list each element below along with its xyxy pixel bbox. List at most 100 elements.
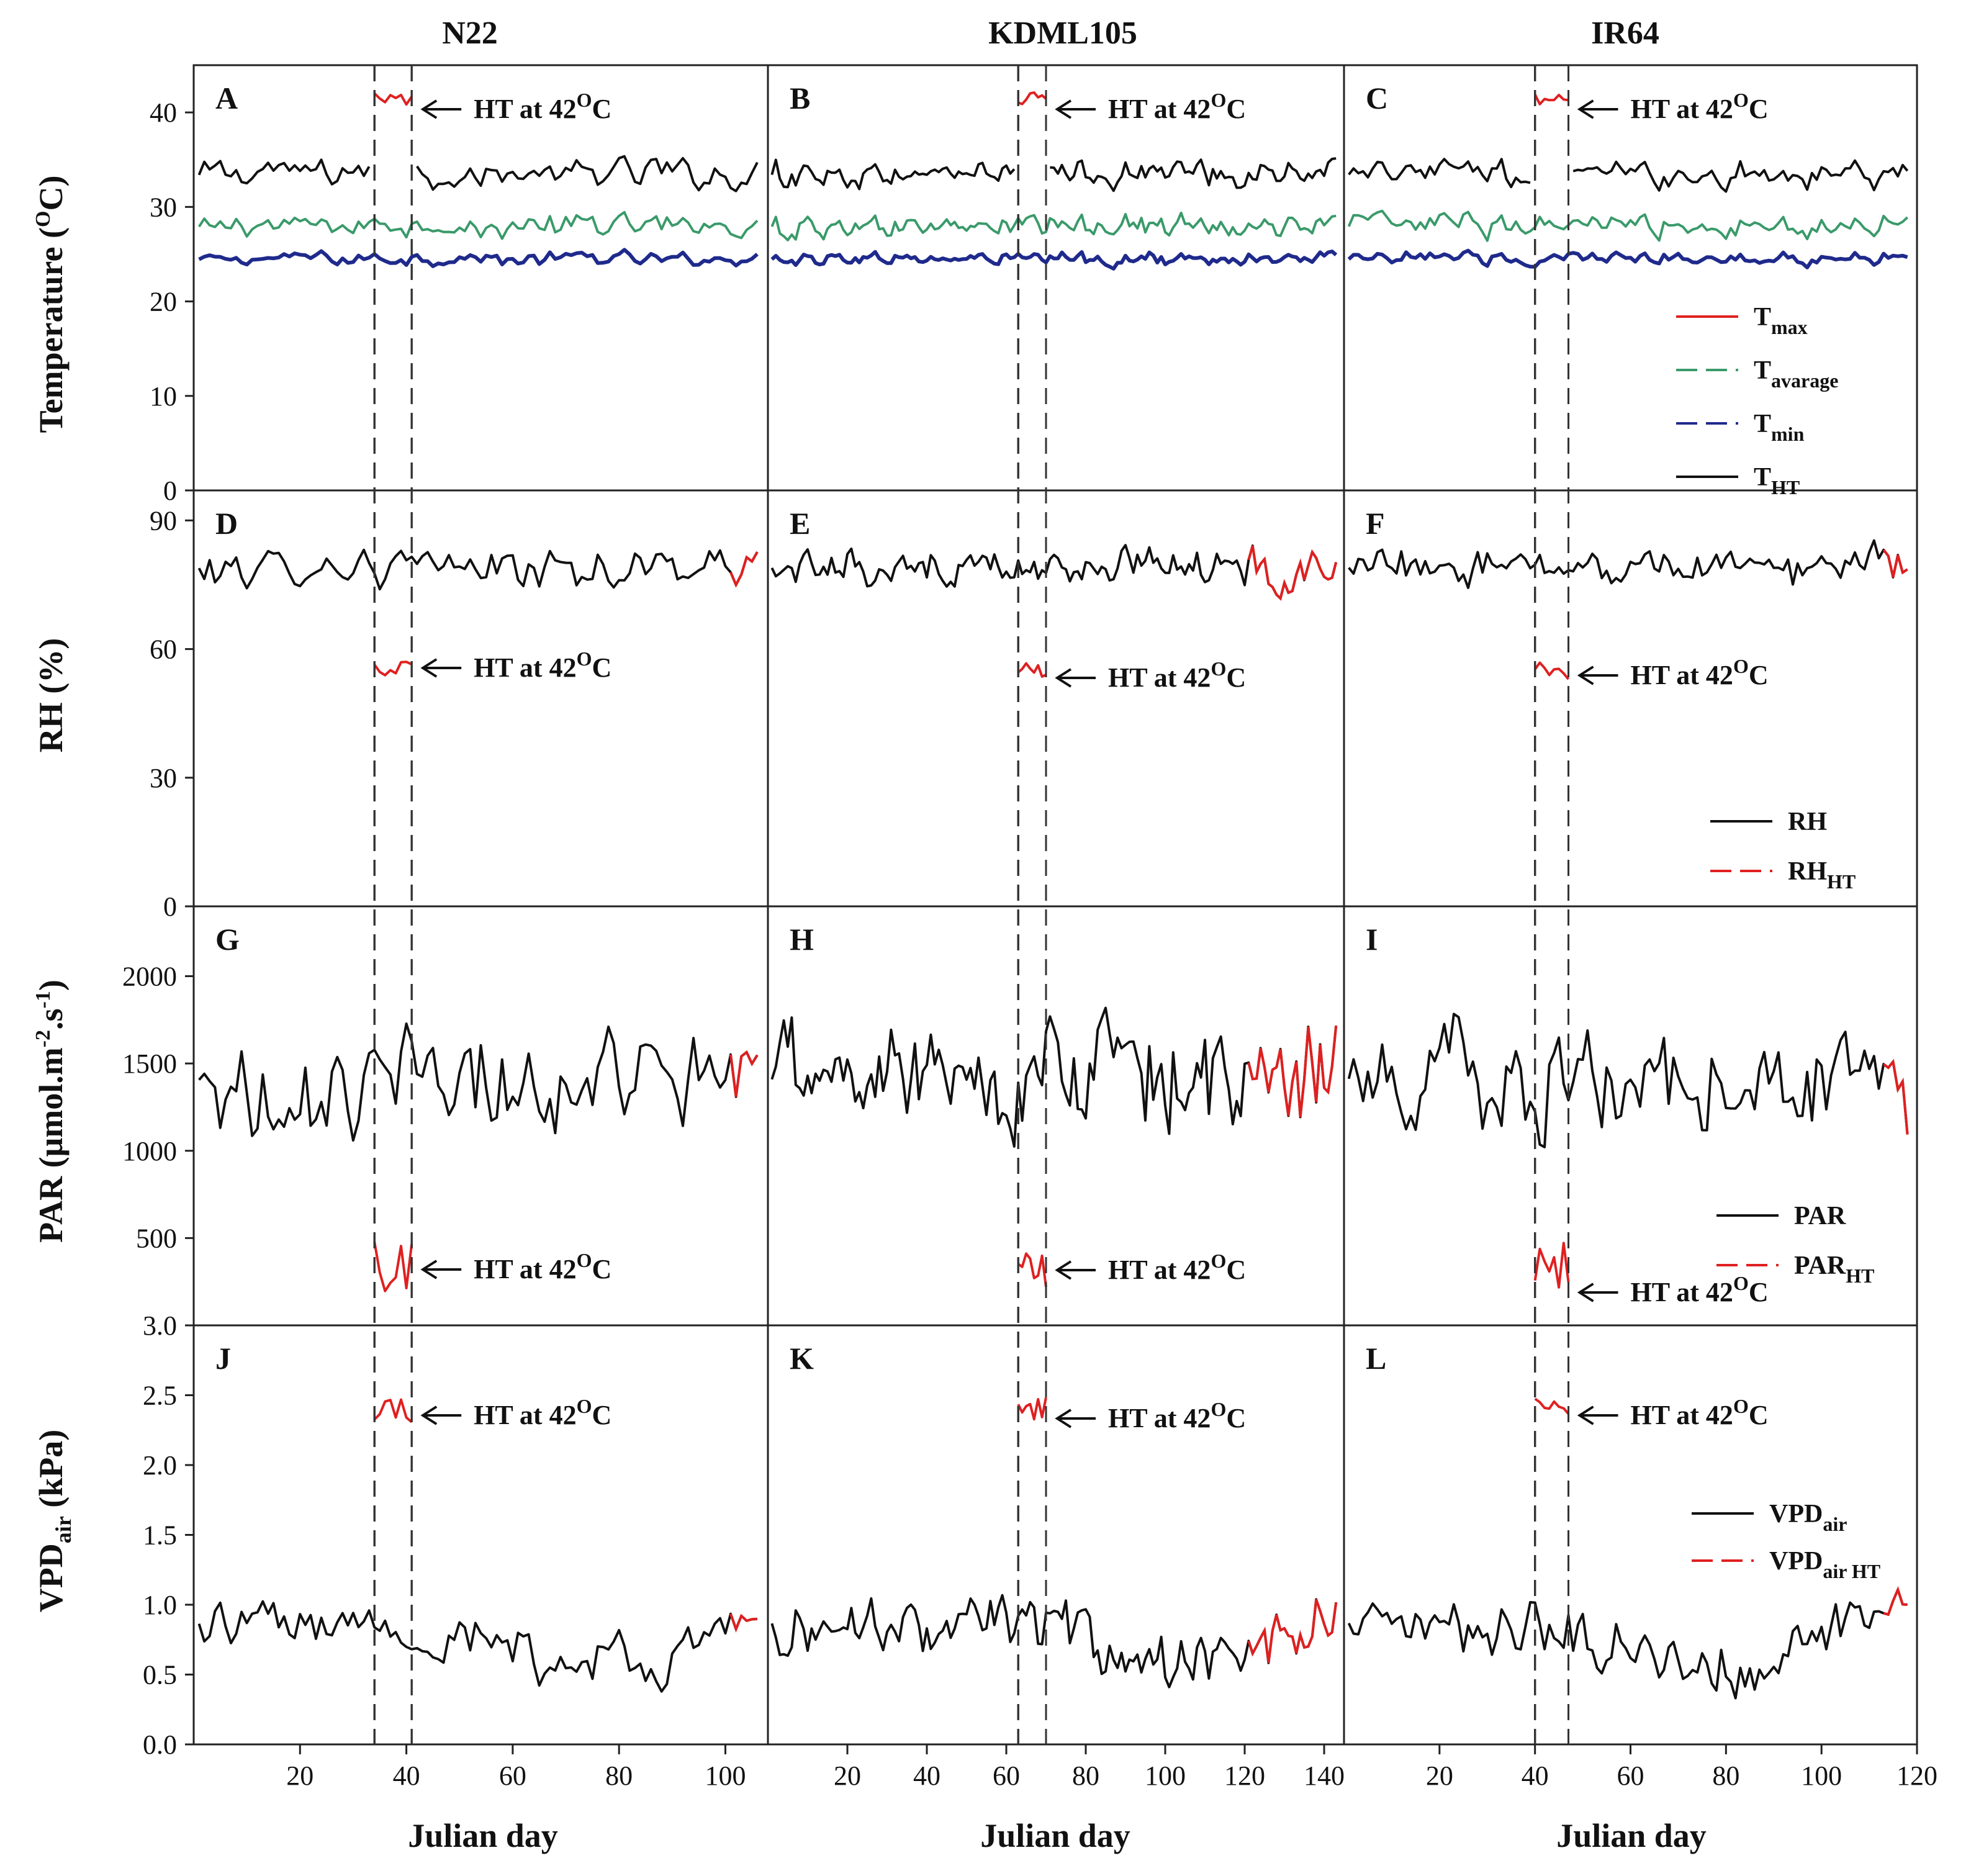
annotation-ht-2-1: HT at 42OC (1108, 1250, 1246, 1285)
ytick-label-temperature-0: 0 (163, 476, 177, 506)
xtick-label-1-5: 120 (1224, 1761, 1265, 1791)
series-line-temperature-max-1 (770, 158, 1016, 191)
xtick-label-1-0: 20 (834, 1761, 861, 1791)
xtick-label-1-3: 80 (1072, 1761, 1099, 1791)
annotation-ht-0-2: HT at 42OC (1631, 89, 1769, 124)
ylabel-par-super1: -2 (32, 1030, 55, 1047)
xtick-label-1-4: 100 (1145, 1761, 1186, 1791)
panel-letter-j: J (215, 1341, 231, 1376)
annotation-ht-3-0: HT at 42OC (474, 1395, 611, 1430)
ticks-layer: 0 10 20 30 40 0 30 60 90 500 1000 1500 2000 0.0 0.5 1.0… (122, 97, 1937, 1791)
series-line-temperature-max-1 (1017, 91, 1047, 106)
legend-label-1-1: RHHT (1788, 857, 1856, 893)
series-line-temperature-max-2 (1533, 94, 1569, 106)
ytick-label-par-1: 1000 (122, 1136, 177, 1166)
panel-letter-g: G (215, 922, 240, 957)
series-line-par-PAR-2 (1347, 1012, 1909, 1148)
annotation-arrowhead-0-2 (1577, 99, 1594, 119)
legend-label-3-1: VPDair HT (1769, 1547, 1880, 1582)
xtick-label-2-4: 100 (1801, 1761, 1842, 1791)
series-tail-par-2 (1882, 1058, 1909, 1135)
xtick-label-1-6: 140 (1304, 1761, 1345, 1791)
series-line-vpd-air-HT-1 (1017, 1397, 1047, 1421)
annotation-ht-3-1: HT at 42OC (1108, 1398, 1246, 1433)
svg-text:PAR (μmol.m-2.s-1): PAR (μmol.m-2.s-1) (32, 980, 70, 1243)
series-line-rh-RH-1 (770, 544, 1338, 600)
ytick-label-vpd-0: 0.0 (143, 1729, 177, 1760)
ylabel-temperature-super: O (32, 211, 55, 227)
series-line-temperature-max-2 (1348, 158, 1531, 189)
series-tail-par-0 (729, 1050, 759, 1097)
annotation-ht-1-2: HT at 42OC (1631, 655, 1769, 690)
series-line-temperature-max-0 (416, 155, 759, 192)
xtick-label-1-2: 60 (993, 1761, 1020, 1791)
series-tail-vpd-2 (1883, 1585, 1908, 1617)
series-line-temperature-max-1 (1050, 157, 1337, 192)
xtick-label-2-3: 80 (1712, 1761, 1739, 1791)
legend-label-0-0: Tmax (1754, 303, 1808, 338)
xtick-label-2-5: 120 (1897, 1761, 1937, 1791)
series-tail-vpd-1 (1247, 1599, 1338, 1664)
panel-letter-c: C (1366, 81, 1388, 115)
panel-frame-f (1343, 489, 1918, 908)
panel-letter-i: I (1366, 922, 1378, 957)
xtick-label-2-0: 20 (1426, 1761, 1453, 1791)
annotation-arrowhead-1-1 (1055, 668, 1072, 688)
ytick-label-temperature-2: 20 (150, 287, 177, 317)
legend-label-1-0: RH (1788, 808, 1827, 836)
legend-label-0-1: Tavarage (1754, 356, 1838, 392)
ytick-label-temperature-4: 40 (150, 97, 177, 128)
panel-letter-e: E (790, 506, 810, 541)
series-line-temperature-avarage-1 (770, 211, 1337, 241)
column-title-kdml105: KDML105 (988, 16, 1137, 51)
annotation-ht-2-2: HT at 42OC (1631, 1272, 1769, 1307)
ytick-label-rh-3: 90 (150, 505, 177, 536)
annotation-arrowhead-0-1 (1055, 99, 1072, 119)
panel-letter-a: A (215, 81, 238, 115)
axes-layer (192, 64, 1918, 1746)
xlabel-col3: Julian day (1556, 1817, 1707, 1854)
annotation-arrowhead-0-0 (420, 99, 438, 119)
series-line-vpd-air-HT-2 (1534, 1397, 1570, 1415)
panel-letter-h: H (790, 922, 814, 957)
series-tail-vpd-0 (729, 1613, 757, 1633)
panel-frame-k (767, 1324, 1345, 1746)
svg-text:VPDair (kPa): VPDair (kPa) (32, 1430, 76, 1612)
ytick-label-vpd-5: 2.5 (143, 1381, 177, 1411)
annotation-ht-1-0: HT at 42OC (474, 647, 611, 683)
ylabel-par-end: ) (32, 980, 70, 991)
series-line-temperature-max-2 (1572, 159, 1909, 193)
series-line-rh-HT-1 (1017, 662, 1047, 678)
legend-label-3-0: VPDair (1769, 1500, 1847, 1535)
annotation-layer: A B C D E F G H I J K L HT at 42OC HT at 42OC HT at 42… (215, 81, 1769, 1433)
svg-text:Temperature (OC): Temperature (OC) (32, 176, 70, 433)
legend-label-2-0: PAR (1794, 1202, 1846, 1230)
series-tail-rh-2 (1882, 549, 1908, 578)
series-line-rh-HT-0 (373, 661, 413, 677)
column-title-ir64: IR64 (1591, 16, 1659, 51)
ylabel-par: PAR (μmol.m-2.s-1) (32, 980, 70, 1243)
series-line-par-HT-1 (1017, 1252, 1047, 1287)
ylabel-temperature-main: Temperature ( (32, 227, 70, 433)
series-line-temperature-max-0 (197, 158, 371, 186)
ytick-label-par-0: 500 (136, 1223, 177, 1253)
ylabel-rh-main: RH (%) (32, 638, 70, 752)
panel-letter-f: F (1366, 506, 1385, 541)
series-line-par-HT-0 (373, 1242, 413, 1292)
xtick-label-0-4: 100 (705, 1761, 746, 1791)
xtick-label-0-3: 80 (605, 1761, 633, 1791)
annotation-arrowhead-2-2 (1577, 1283, 1594, 1302)
panel-frame-h (767, 905, 1345, 1327)
ytick-label-rh-2: 60 (150, 634, 177, 665)
ytick-label-temperature-3: 30 (150, 192, 177, 222)
annotation-ht-0-0: HT at 42OC (474, 89, 611, 124)
xtick-label-1-1: 40 (913, 1761, 940, 1791)
ylabel-vpd-unit: (kPa) (32, 1430, 70, 1516)
xtick-label-0-1: 40 (393, 1761, 420, 1791)
ytick-label-vpd-2: 1.0 (143, 1590, 177, 1620)
series-line-par-PAR-1 (770, 1006, 1338, 1148)
ylabel-par-main: PAR (μmol.m (32, 1047, 70, 1243)
ylabel-rh: RH (%) (32, 638, 70, 752)
series-line-temperature-avarage-2 (1347, 209, 1908, 242)
